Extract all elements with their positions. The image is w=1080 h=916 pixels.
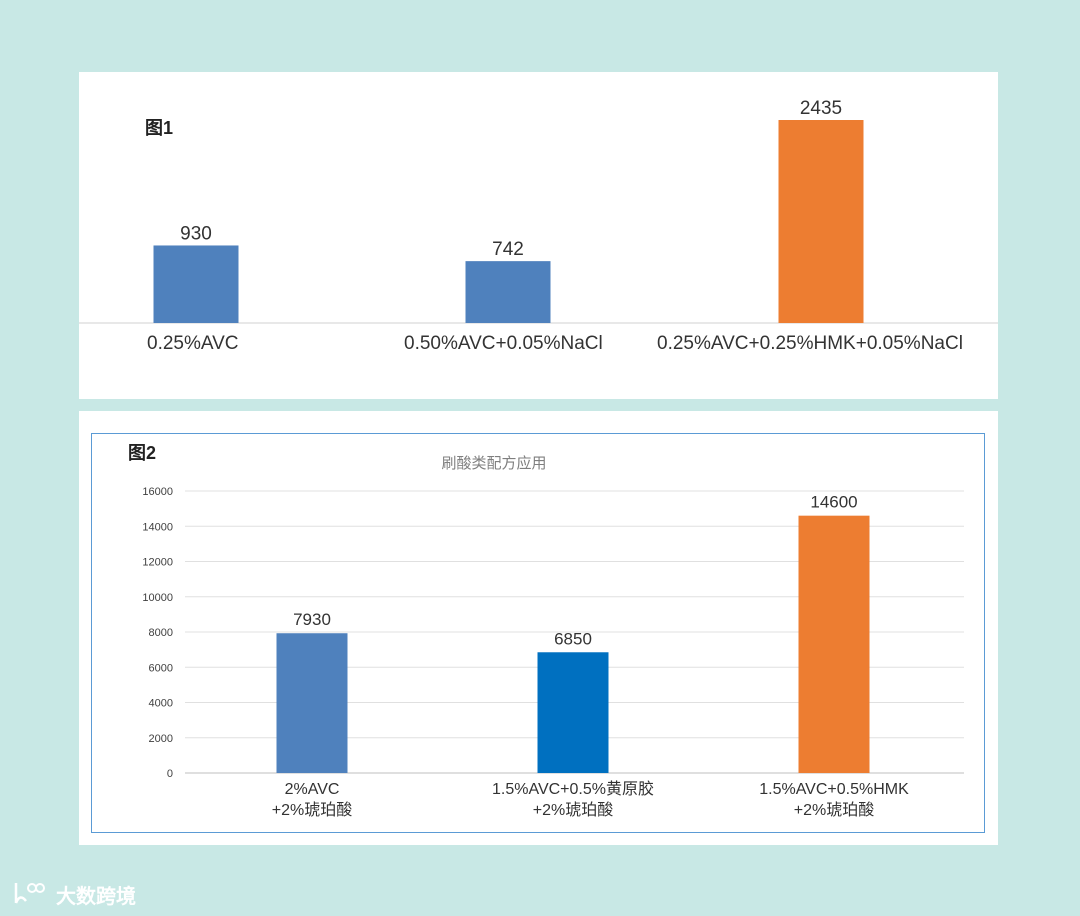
chart2-ytick-label: 16000 xyxy=(142,486,173,498)
chart2-frame: 图2 xyxy=(91,433,985,833)
chart2-ytick-label: 0 xyxy=(167,768,173,780)
chart1-category-label: 0.25%AVC xyxy=(147,333,239,354)
chart1-bar xyxy=(778,120,864,323)
chart1-data-label: 742 xyxy=(492,239,524,260)
chart1-figure-label: 图1 xyxy=(145,118,174,138)
chart2-svg: 刷酸类配方应用 0 2000 4000 6000 8000 10000 12000 14000 1… xyxy=(142,454,964,819)
chart1-data-label: 930 xyxy=(180,223,212,244)
chart2-bar xyxy=(276,633,348,773)
brand-logo-icon xyxy=(14,883,45,904)
chart1-bar xyxy=(153,245,239,323)
chart1-bar xyxy=(465,261,551,323)
chart2-category-label: +2%琥珀酸 xyxy=(533,801,613,819)
chart1-data-label: 2435 xyxy=(800,98,842,119)
chart2-panel: 图2 刷酸类配方应用 0 2000 4000 6000 8000 10000 12000 140… xyxy=(79,411,998,845)
chart2-category-label: 1.5%AVC+0.5%HMK xyxy=(759,781,909,798)
chart2-ytick-label: 12000 xyxy=(142,557,173,569)
chart2-category-label: +2%琥珀酸 xyxy=(794,801,874,819)
chart2-category-label: 1.5%AVC+0.5%黄原胶 xyxy=(492,780,654,798)
chart2-data-label: 7930 xyxy=(293,610,331,629)
chart2-bar xyxy=(798,515,870,773)
chart2-data-label: 6850 xyxy=(554,629,592,648)
chart1-category-label: 0.25%AVC+0.25%HMK+0.05%NaCl xyxy=(657,333,963,354)
chart2-ytick-label: 4000 xyxy=(149,698,173,710)
chart2-category-label: +2%琥珀酸 xyxy=(272,801,352,819)
chart1-panel: 图1 930 0.25%AVC 742 0.50%AVC+0.05%NaCl 2435 0… xyxy=(79,72,998,399)
chart2-figure-label: 图2 xyxy=(128,443,157,463)
chart2-ytick-label: 8000 xyxy=(149,627,173,639)
chart1-category-label: 0.50%AVC+0.05%NaCl xyxy=(404,333,603,354)
watermark-text: 大数跨境 xyxy=(56,883,136,908)
chart2-category-label: 2%AVC xyxy=(285,781,340,798)
chart2-data-label: 14600 xyxy=(810,493,857,512)
watermark: 大数跨境 xyxy=(10,878,136,910)
chart2-title: 刷酸类配方应用 xyxy=(441,454,546,472)
chart2-bar xyxy=(537,652,609,773)
chart2-ytick-label: 14000 xyxy=(142,521,173,533)
chart1-svg: 930 0.25%AVC 742 0.50%AVC+0.05%NaCl 2435 0.25… xyxy=(79,98,998,354)
chart2-ytick-label: 2000 xyxy=(149,733,173,745)
chart2-ytick-label: 6000 xyxy=(149,662,173,674)
chart2-ytick-label: 10000 xyxy=(142,592,173,604)
